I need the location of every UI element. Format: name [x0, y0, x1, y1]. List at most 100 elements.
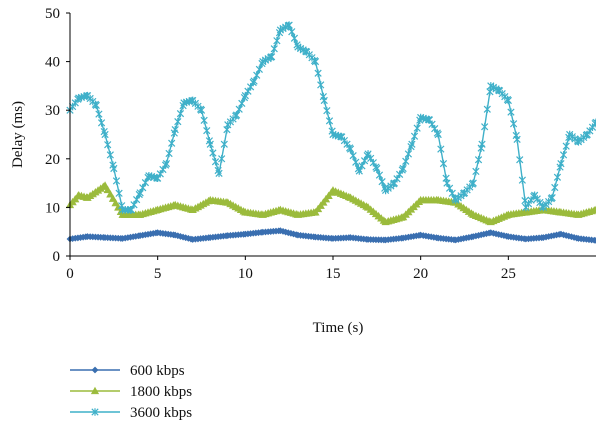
x-tick-label: 0: [66, 266, 74, 282]
y-tick-label: 30: [45, 103, 60, 119]
data-point: [504, 96, 512, 105]
data-point: [591, 205, 596, 214]
data-point: [220, 140, 228, 149]
y-tick-label: 0: [53, 249, 61, 265]
data-point: [174, 117, 182, 126]
x-tick-label: 10: [238, 266, 253, 282]
legend-label: 3600 kbps: [130, 405, 192, 421]
data-point: [474, 155, 483, 164]
data-point: [481, 122, 489, 131]
data-point: [100, 181, 110, 189]
data-point: [126, 206, 135, 214]
data-point: [349, 151, 357, 160]
data-point: [553, 173, 562, 182]
data-point: [551, 183, 559, 192]
data-point: [92, 101, 100, 110]
data-point: [592, 237, 596, 244]
series-3600-kbps: [66, 21, 596, 214]
data-point: [402, 157, 410, 166]
data-point: [346, 145, 355, 153]
data-point: [288, 27, 296, 36]
data-point: [104, 140, 112, 149]
data-point: [518, 176, 526, 184]
data-point: [197, 106, 206, 114]
data-point: [469, 179, 477, 187]
data-point: [413, 124, 421, 132]
data-point: [209, 149, 217, 157]
legend-marker: [91, 366, 99, 374]
data-point: [317, 81, 325, 89]
data-point: [268, 52, 276, 61]
data-point: [200, 116, 208, 125]
data-point: [592, 118, 596, 127]
data-point: [486, 87, 494, 96]
y-axis-title: Delay (ms): [10, 101, 26, 168]
data-point: [108, 194, 118, 202]
data-point: [437, 145, 445, 153]
data-point: [472, 167, 480, 176]
data-point: [410, 132, 419, 141]
data-point: [375, 171, 384, 179]
data-point: [273, 36, 281, 45]
data-point: [101, 130, 109, 139]
series-1800-kbps: [65, 181, 596, 226]
data-point: [106, 190, 115, 198]
data-point: [434, 130, 442, 139]
data-point: [478, 140, 486, 149]
data-point: [290, 34, 299, 43]
data-point: [168, 139, 176, 148]
legend-marker: [91, 408, 99, 416]
data-point: [516, 155, 524, 164]
data-point: [112, 177, 121, 185]
data-point: [103, 185, 112, 194]
data-point: [548, 193, 556, 202]
x-tick-label: 15: [326, 266, 341, 282]
data-point: [285, 21, 293, 29]
legend-label: 600 kbps: [130, 363, 185, 379]
data-point: [270, 44, 278, 53]
data-point: [373, 164, 381, 173]
data-point: [111, 198, 120, 207]
data-point: [215, 169, 223, 178]
y-tick-label: 50: [45, 6, 60, 22]
data-point: [162, 159, 171, 168]
data-point: [206, 140, 214, 149]
y-tick-label: 20: [45, 152, 60, 168]
data-point: [352, 158, 360, 167]
data-point: [513, 135, 521, 144]
series-600-kbps: [66, 227, 596, 244]
y-tick-label: 40: [45, 55, 60, 71]
data-point: [97, 119, 106, 127]
data-point: [218, 155, 226, 163]
data-point: [203, 126, 211, 135]
data-point: [399, 164, 407, 173]
data-point: [211, 157, 220, 166]
plot-area: [65, 21, 596, 244]
legend-item-1800-kbps: 1800 kbps: [70, 384, 192, 400]
data-point: [110, 164, 118, 173]
y-tick-label: 10: [45, 200, 60, 216]
data-point: [115, 189, 123, 198]
data-point: [165, 149, 173, 158]
data-point: [378, 177, 386, 186]
data-point: [559, 151, 568, 159]
legend-item-600-kbps: 600 kbps: [70, 363, 185, 379]
series-line-3600-kbps: [69, 24, 596, 211]
data-point: [325, 117, 334, 125]
x-axis-title: Time (s): [313, 320, 364, 336]
data-point: [171, 125, 179, 134]
data-point: [320, 96, 328, 105]
legend-item-3600-kbps: 3600 kbps: [70, 405, 192, 421]
data-point: [507, 108, 515, 116]
legend: 600 kbps 1800 kbps 3600 kbps: [70, 363, 192, 421]
data-point: [314, 69, 322, 78]
data-point: [439, 159, 448, 168]
x-tick-label: 20: [413, 266, 428, 282]
data-point: [557, 159, 565, 168]
data-point: [404, 150, 413, 158]
data-point: [562, 142, 570, 150]
data-point: [509, 120, 518, 128]
data-point: [311, 57, 320, 66]
legend-marker: [90, 386, 100, 395]
